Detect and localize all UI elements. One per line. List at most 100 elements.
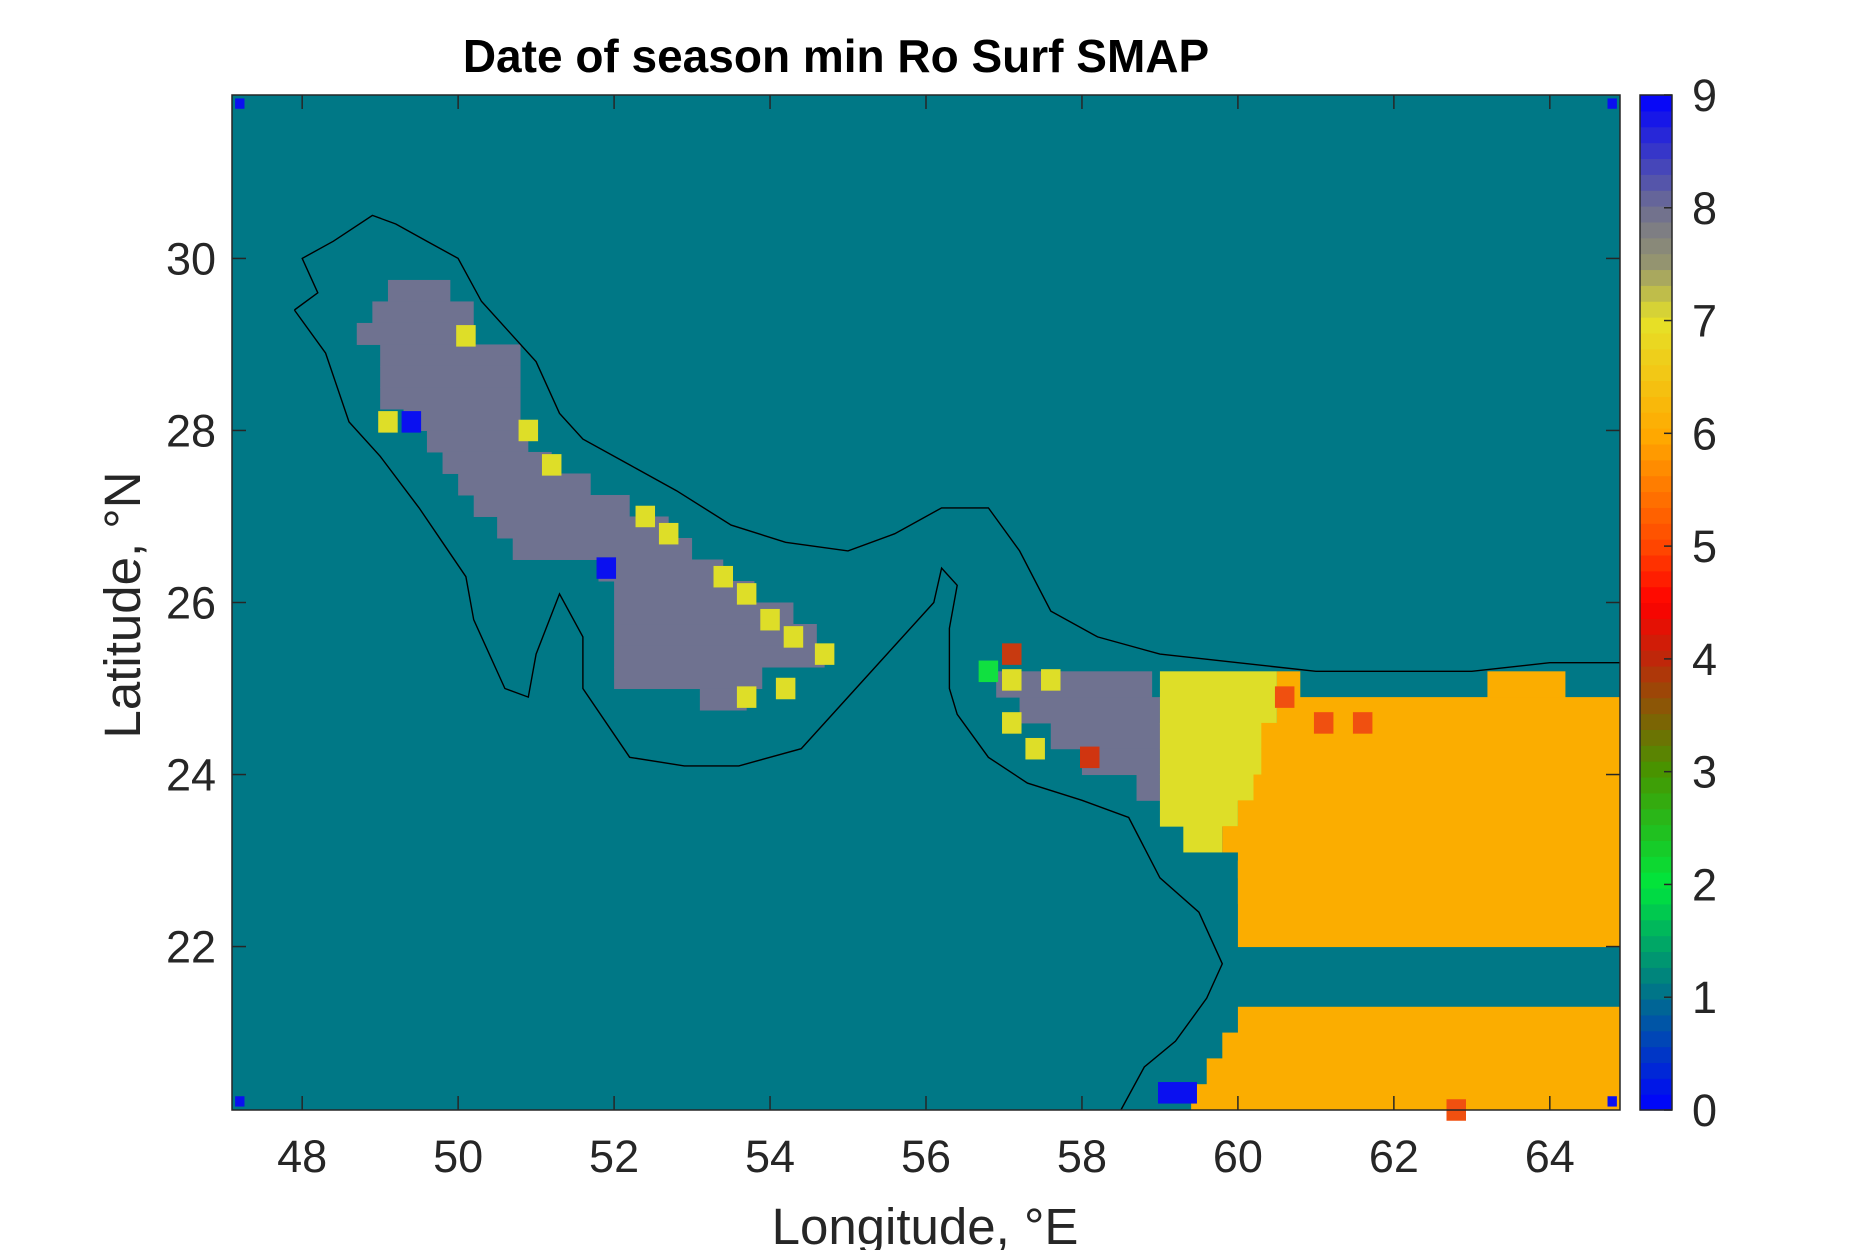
heatmap-cell <box>1313 712 1334 734</box>
heatmap-cell <box>978 660 999 683</box>
colorbar-segment <box>1640 142 1672 160</box>
heatmap-cell <box>372 301 474 324</box>
heatmap-cell <box>614 580 755 603</box>
colorbar-segment <box>1640 110 1672 128</box>
heatmap-cell <box>380 365 521 388</box>
heatmap-cell <box>614 602 794 625</box>
colorbar-segment <box>1640 650 1672 667</box>
colorbar-segment <box>1640 697 1672 715</box>
colorbar-tick-label: 3 <box>1692 747 1717 798</box>
heatmap-cell <box>1253 774 1620 801</box>
heatmap-cell <box>699 688 747 711</box>
colorbar-segment <box>1640 729 1672 746</box>
heatmap-cell <box>1041 669 1061 691</box>
x-tick-label: 62 <box>1369 1131 1419 1182</box>
heatmap-cell <box>1487 671 1566 698</box>
colorbar-tick-label: 6 <box>1692 408 1717 459</box>
colorbar-box <box>1639 94 1673 1111</box>
y-tick-label: 24 <box>166 750 216 801</box>
colorbar-segment <box>1640 919 1672 937</box>
heatmap-cell <box>713 565 734 588</box>
colorbar-segment <box>1640 174 1672 191</box>
colorbar-segment <box>1640 1014 1672 1032</box>
heatmap-cell <box>1607 1096 1617 1107</box>
colorbar-segment <box>1640 1046 1672 1064</box>
heatmap-cell <box>1159 748 1270 776</box>
colorbar-segment <box>1640 523 1672 540</box>
heatmap-cell <box>1274 686 1295 708</box>
colorbar-segment <box>1640 872 1672 889</box>
y-axis-label: Latitude, °N <box>94 471 151 738</box>
colorbar-segment <box>1640 856 1672 873</box>
colorbar-segment <box>1640 158 1672 175</box>
heatmap-cell <box>1352 712 1373 734</box>
colorbar-segment <box>1640 951 1672 968</box>
colorbar-segment <box>1640 554 1672 572</box>
heatmap-cell <box>1136 774 1160 801</box>
colorbar-segment <box>1640 808 1672 826</box>
colorbar-segment <box>1640 570 1672 588</box>
heatmap-cell <box>235 1096 245 1107</box>
x-tick-label: 54 <box>745 1131 795 1182</box>
heatmap-cell <box>541 454 562 476</box>
colorbar-segment <box>1640 285 1672 302</box>
heatmap-cell <box>598 559 724 582</box>
coastline-path <box>293 214 1620 672</box>
colorbar-segment <box>1640 206 1672 223</box>
colorbar-segment <box>1640 380 1672 397</box>
colorbar-segment <box>1640 348 1672 366</box>
heatmap-cell <box>1237 1006 1620 1034</box>
coastline-path <box>293 309 1224 1111</box>
heatmap-cell <box>1159 774 1254 801</box>
heatmap-cell <box>1080 746 1100 769</box>
colorbar-segment <box>1640 443 1672 461</box>
colorbar-segment <box>1640 1094 1672 1111</box>
colorbar-segment <box>1640 618 1672 635</box>
heatmap-cell <box>1206 1058 1620 1085</box>
heatmap-cell <box>596 557 617 579</box>
colorbar-segment <box>1640 491 1672 508</box>
colorbar-segment <box>1640 1062 1672 1079</box>
heatmap-cell <box>996 671 1153 698</box>
heatmap-cell <box>1019 697 1160 724</box>
x-tick-label: 48 <box>277 1131 327 1182</box>
region-gulf-of-oman-south <box>1159 671 1277 853</box>
colorbar-segment <box>1640 761 1672 778</box>
axes: 48 50 52 54 56 58 60 62 64 22 24 26 28 30 <box>166 94 1621 1182</box>
colorbar-segment <box>1640 221 1672 239</box>
heatmap-cell <box>1159 671 1277 698</box>
y-tick-label: 30 <box>166 233 216 284</box>
y-tick-label: 28 <box>166 405 216 456</box>
heatmap-cell <box>760 608 780 631</box>
heatmap-cell <box>1222 826 1620 853</box>
heatmap-cell <box>380 344 521 367</box>
colorbar-segment <box>1640 903 1672 921</box>
colorbar-segment <box>1640 332 1672 350</box>
heatmap-cell <box>1222 1032 1620 1059</box>
colorbar-segment <box>1640 935 1672 953</box>
colorbar: 0 1 2 3 4 5 6 7 8 9 <box>1639 70 1717 1136</box>
colorbar-segment <box>1640 237 1672 255</box>
colorbar-tick-label: 2 <box>1692 859 1717 910</box>
heatmap-cell <box>1157 1082 1197 1104</box>
x-tick-label: 50 <box>433 1131 483 1182</box>
heatmap-cell <box>378 411 398 433</box>
heatmap-cell <box>614 667 763 690</box>
heatmap-cell <box>1191 1084 1620 1111</box>
colorbar-segment <box>1640 681 1672 699</box>
heatmap-cell <box>658 522 679 545</box>
coastline <box>293 214 1620 1111</box>
colorbar-segment <box>1640 983 1672 1000</box>
x-tick-label: 60 <box>1213 1131 1263 1182</box>
heatmap-cell <box>614 645 825 668</box>
y-tick-label: 26 <box>166 578 216 629</box>
heatmap-cell <box>1237 800 1620 827</box>
colorbar-segment <box>1640 190 1672 207</box>
x-tick-label: 58 <box>1057 1131 1107 1182</box>
colorbar-segment <box>1640 396 1672 413</box>
heatmap-cell <box>442 451 552 474</box>
colorbar-segment <box>1640 776 1672 794</box>
colorbar-segment <box>1640 428 1672 445</box>
heatmap-cell <box>1159 800 1238 827</box>
colorbar-segment <box>1640 665 1672 683</box>
